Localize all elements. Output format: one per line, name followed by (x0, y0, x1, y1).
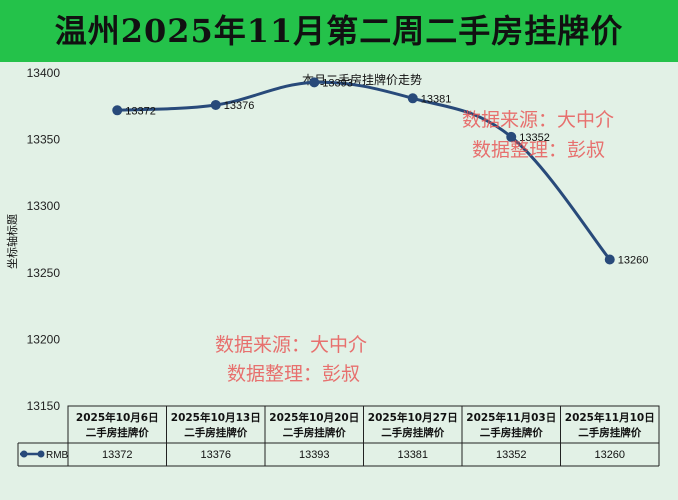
x-category-label: 二手房挂牌价 (86, 426, 149, 439)
table-value: 13352 (496, 449, 527, 461)
table-value: 13372 (102, 449, 133, 461)
y-tick-label: 13200 (27, 332, 61, 346)
data-label: 13393 (322, 77, 353, 89)
table-value: 13381 (397, 449, 428, 461)
data-point (407, 93, 418, 104)
table-value: 13393 (299, 449, 330, 461)
x-category-label: 2025年11月10日 (565, 411, 655, 424)
watermark-author: 数据整理：彭叔 (227, 363, 360, 385)
data-label: 13381 (421, 93, 452, 105)
data-point (112, 105, 123, 116)
data-point (309, 77, 320, 88)
x-category-label: 二手房挂牌价 (184, 426, 247, 439)
x-category-label: 2025年10月13日 (171, 411, 261, 424)
table-value: 13260 (594, 449, 625, 461)
title-bar (0, 0, 678, 62)
y-tick-label: 13300 (27, 199, 61, 213)
data-label: 13376 (224, 100, 255, 112)
data-label: 13352 (519, 132, 550, 144)
data-point (506, 131, 517, 142)
data-label: 13260 (618, 254, 649, 266)
table-value: 13376 (200, 449, 231, 461)
data-point (604, 254, 615, 265)
legend-marker-rmb (37, 450, 45, 458)
page-title: 温州2025年11月第二周二手房挂牌价 (54, 12, 624, 50)
x-category-label: 二手房挂牌价 (578, 426, 641, 439)
y-tick-label: 13150 (27, 399, 61, 413)
watermark-author: 数据整理：彭叔 (472, 139, 605, 161)
data-point (210, 99, 221, 110)
x-category-label: 2025年10月27日 (368, 411, 458, 424)
y-tick-label: 13350 (27, 133, 61, 147)
x-category-label: 二手房挂牌价 (381, 426, 444, 439)
x-category-label: 2025年10月6日 (76, 411, 159, 424)
legend-marker-rmb (20, 450, 28, 458)
data-label: 13372 (125, 105, 156, 117)
y-axis-label: 坐标轴标题 (5, 214, 19, 269)
x-category-label: 2025年11月03日 (466, 411, 556, 424)
watermark-source: 数据来源：大中介 (462, 109, 614, 131)
y-tick-label: 13250 (27, 266, 61, 280)
chart-panel (0, 62, 678, 500)
watermark-source: 数据来源：大中介 (215, 334, 367, 356)
y-tick-label: 13400 (27, 66, 61, 80)
x-category-label: 二手房挂牌价 (283, 426, 346, 439)
x-category-label: 二手房挂牌价 (480, 426, 543, 439)
x-category-label: 2025年10月20日 (269, 411, 359, 424)
legend-label-rmb: RMB (46, 450, 69, 461)
